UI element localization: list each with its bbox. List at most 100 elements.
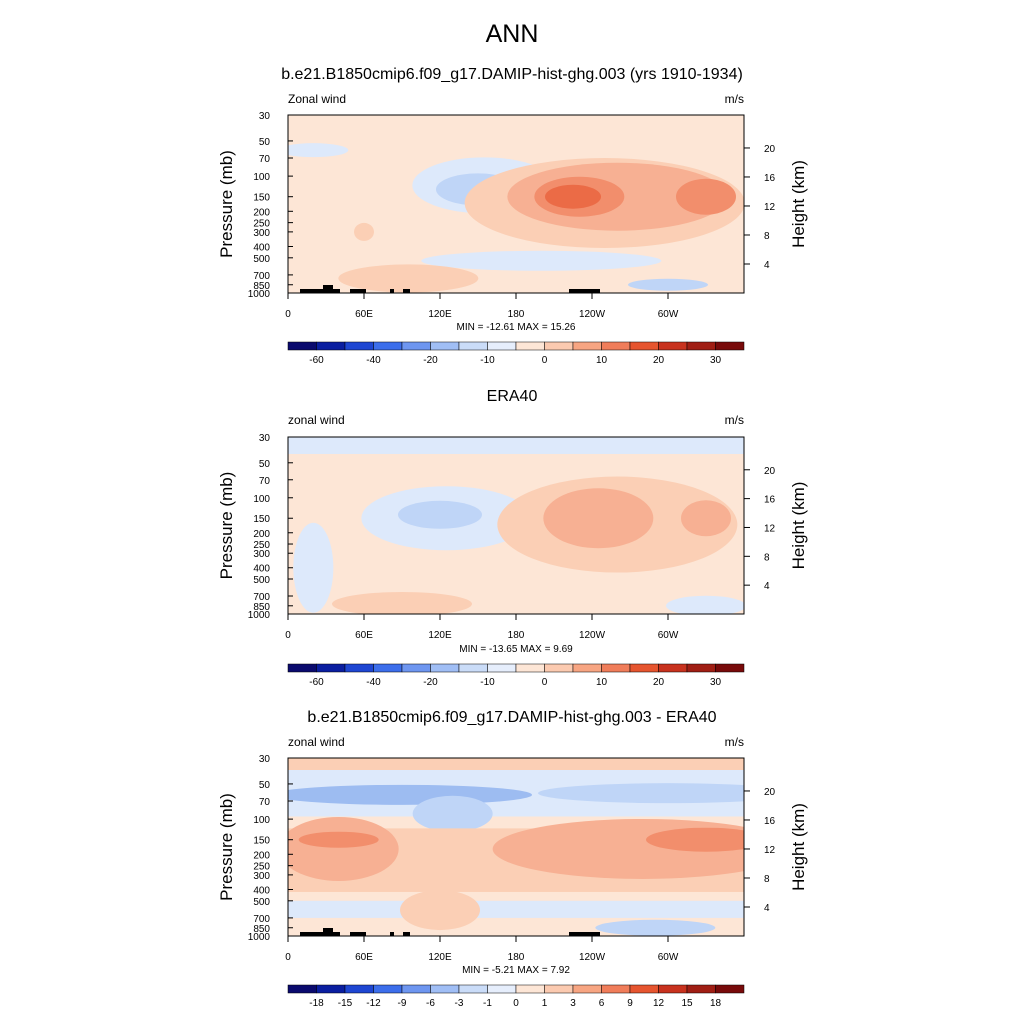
y2-tick-label: 8 <box>764 874 770 885</box>
y-tick-label: 500 <box>253 897 270 908</box>
x-tick-label: 60E <box>355 952 373 963</box>
y-tick-label: 150 <box>253 836 270 847</box>
colorbar-swatch <box>658 984 688 994</box>
colorbar-label: -10 <box>480 355 495 366</box>
units-label: m/s <box>725 92 744 106</box>
contour-red <box>332 591 472 614</box>
colorbar-swatch <box>316 663 346 673</box>
y-tick-label: 1000 <box>248 289 271 300</box>
colorbar-swatch <box>373 341 403 351</box>
colorbar-label: 15 <box>681 998 693 1009</box>
y-tick-label: 70 <box>259 797 271 808</box>
topography <box>350 932 366 936</box>
y-tick-label: 30 <box>259 754 271 765</box>
colorbar-swatch <box>344 341 374 351</box>
colorbar-swatch <box>430 663 460 673</box>
colorbar-label: 10 <box>596 677 608 688</box>
colorbar-label: 6 <box>599 998 605 1009</box>
colorbar-swatch <box>658 663 688 673</box>
y-tick-label: 300 <box>253 871 270 882</box>
y-tick-label: 400 <box>253 242 270 253</box>
y-tick-label: 70 <box>259 154 271 165</box>
colorbar-label: 9 <box>627 998 633 1009</box>
x-tick-label: 0 <box>285 952 291 963</box>
y2-tick-label: 20 <box>764 466 776 477</box>
topography <box>323 285 333 289</box>
colorbar-label: 30 <box>710 355 722 366</box>
y2-tick-label: 4 <box>764 260 770 271</box>
colorbar-swatch <box>401 341 431 351</box>
colorbar-label: 20 <box>653 677 665 688</box>
y-tick-label: 200 <box>253 529 270 540</box>
colorbar-label: 30 <box>710 677 722 688</box>
colorbar-swatch <box>572 341 602 351</box>
y-tick-label: 200 <box>253 207 270 218</box>
contour-red <box>545 184 601 209</box>
colorbar-label: -9 <box>398 998 407 1009</box>
colorbar-swatch <box>686 663 716 673</box>
colorbar-swatch <box>544 984 574 994</box>
y-tick-label: 400 <box>253 564 270 575</box>
colorbar-swatch <box>715 663 745 673</box>
colorbar-swatch <box>458 984 488 994</box>
colorbar-label: 0 <box>542 355 548 366</box>
y-tick-label: 100 <box>253 494 270 505</box>
x-tick-label: 120W <box>579 309 606 320</box>
y-tick-label: 700 <box>253 914 270 925</box>
y2-axis-label: Height (km) <box>789 160 808 248</box>
y-tick-label: 100 <box>253 172 270 183</box>
colorbar-swatch <box>458 663 488 673</box>
contour-field <box>288 437 744 614</box>
topography <box>323 928 333 932</box>
y2-axis-label: Height (km) <box>789 482 808 570</box>
y-tick-label: 1000 <box>248 610 271 621</box>
colorbar-swatch <box>287 984 317 994</box>
topography <box>403 289 410 293</box>
colorbar-swatch <box>316 341 346 351</box>
variable-label: Zonal wind <box>288 92 346 106</box>
min-max-stats: MIN = -12.61 MAX = 15.26 <box>457 322 576 333</box>
y2-tick-label: 16 <box>764 495 776 506</box>
colorbar-swatch <box>601 984 631 994</box>
contour-red <box>676 178 736 215</box>
colorbar-swatch <box>515 663 545 673</box>
y-tick-label: 700 <box>253 271 270 282</box>
y-tick-label: 150 <box>253 193 270 204</box>
colorbar-label: 18 <box>710 998 722 1009</box>
y-tick-label: 250 <box>253 862 270 873</box>
x-tick-label: 120E <box>428 309 452 320</box>
colorbar-swatch <box>487 663 517 673</box>
contour-blue <box>293 522 334 613</box>
y2-tick-label: 16 <box>764 173 776 184</box>
topography <box>569 932 600 936</box>
colorbar-label: 12 <box>653 998 665 1009</box>
colorbar-label: -12 <box>366 998 381 1009</box>
y2-tick-label: 8 <box>764 552 770 563</box>
colorbar-swatch <box>487 984 517 994</box>
topography <box>350 289 366 293</box>
contour-red <box>298 831 379 848</box>
x-tick-label: 180 <box>508 309 525 320</box>
x-tick-label: 0 <box>285 309 291 320</box>
colorbar-label: 10 <box>596 355 608 366</box>
colorbar-swatch <box>544 341 574 351</box>
colorbar-swatch <box>715 984 745 994</box>
y-tick-label: 50 <box>259 459 271 470</box>
y2-axis-label: Height (km) <box>789 803 808 891</box>
colorbar-swatch <box>601 663 631 673</box>
y-tick-label: 700 <box>253 592 270 603</box>
colorbar-swatch <box>686 984 716 994</box>
colorbar-swatch <box>658 341 688 351</box>
colorbar-swatch <box>629 663 659 673</box>
min-max-stats: MIN = -5.21 MAX = 7.92 <box>462 965 570 976</box>
contour-blue <box>288 143 349 158</box>
colorbar-swatch <box>572 663 602 673</box>
colorbar-swatch <box>316 984 346 994</box>
colorbar-label: -6 <box>426 998 435 1009</box>
contour-blue <box>595 919 716 936</box>
x-tick-label: 60E <box>355 630 373 641</box>
colorbar-label: -1 <box>483 998 492 1009</box>
topography <box>569 289 600 293</box>
y2-tick-label: 12 <box>764 845 776 856</box>
